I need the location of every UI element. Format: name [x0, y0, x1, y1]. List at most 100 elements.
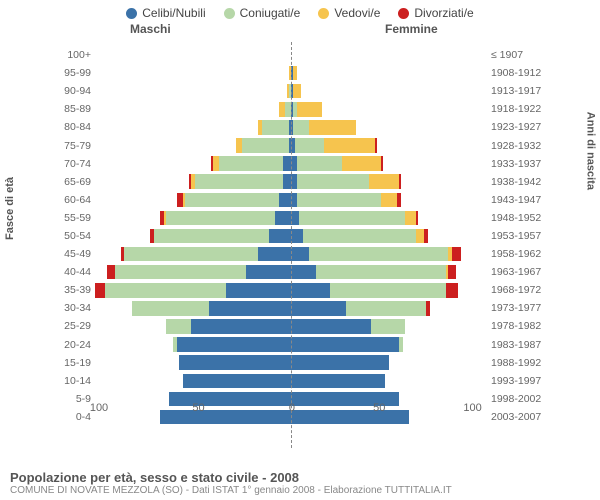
bar-segment — [324, 138, 375, 152]
bar-segment — [283, 174, 291, 188]
male-bar — [95, 82, 291, 100]
pyramid-row: 55-59 1948-1952 — [55, 209, 545, 227]
gender-headers: Maschi Femmine — [0, 22, 600, 40]
male-bar — [95, 317, 291, 335]
header-female: Femmine — [385, 22, 438, 36]
female-bar — [291, 299, 487, 317]
bar-segment — [291, 337, 399, 351]
bar-segment — [226, 283, 291, 297]
bar-segment — [452, 247, 462, 261]
y-right-title: Anni di nascita — [584, 112, 596, 190]
female-bar — [291, 209, 487, 227]
age-label: 25-29 — [55, 320, 95, 332]
bar-segment — [446, 283, 458, 297]
bar-segment — [297, 156, 342, 170]
bar-segment — [448, 265, 456, 279]
bar-segment — [124, 247, 257, 261]
birth-label: 1988-1992 — [487, 357, 545, 369]
birth-label: 1978-1982 — [487, 320, 545, 332]
pyramid-row: 20-241983-1987 — [55, 336, 545, 354]
plot-area: Fasce di età Anni di nascita 100+≤ 19079… — [0, 40, 600, 440]
bar-segment — [397, 193, 401, 207]
male-bar — [95, 227, 291, 245]
bar-segment — [262, 120, 289, 134]
bar-segment — [399, 337, 403, 351]
pyramid-row: 100+ ≤ 1907 — [55, 46, 545, 64]
bar-segment — [371, 319, 404, 333]
x-axis: 10050050100 — [99, 402, 491, 420]
population-pyramid: Celibi/NubiliConiugati/eVedovi/eDivorzia… — [0, 0, 600, 500]
age-label: 55-59 — [55, 212, 95, 224]
age-label: 40-44 — [55, 266, 95, 278]
bar-segment — [342, 156, 381, 170]
bar-segment — [269, 229, 291, 243]
bar-segment — [291, 301, 346, 315]
x-tick: 100 — [463, 402, 481, 420]
bar-segment — [242, 138, 289, 152]
bar-segment — [258, 247, 291, 261]
male-bar — [95, 191, 291, 209]
legend-swatch — [224, 8, 235, 19]
birth-label: 1993-1997 — [487, 375, 545, 387]
birth-label: ≤ 1907 — [487, 49, 545, 61]
pyramid-row: 25-29 1978-1982 — [55, 317, 545, 335]
age-label: 75-79 — [55, 140, 95, 152]
bar-segment — [293, 84, 301, 98]
female-bar — [291, 336, 487, 354]
male-bar — [95, 299, 291, 317]
age-label: 15-19 — [55, 357, 95, 369]
bar-segment — [291, 265, 316, 279]
birth-label: 1913-1917 — [487, 85, 545, 97]
bar-segment — [416, 211, 418, 225]
pyramid-row: 15-19 1988-1992 — [55, 354, 545, 372]
bar-segment — [316, 265, 445, 279]
x-tick: 50 — [192, 402, 204, 420]
bar-segment — [330, 283, 446, 297]
legend-item: Vedovi/e — [318, 6, 380, 20]
male-bar — [95, 100, 291, 118]
bar-segment — [166, 211, 276, 225]
header-male: Maschi — [130, 22, 171, 36]
birth-label: 1983-1987 — [487, 339, 545, 351]
female-bar — [291, 281, 487, 299]
bar-segment — [309, 120, 356, 134]
age-label: 65-69 — [55, 176, 95, 188]
pyramid-rows: 100+≤ 190795-991908-191290-941913-191785… — [55, 46, 545, 426]
birth-label: 1998-2002 — [487, 393, 545, 405]
birth-label: 1923-1927 — [487, 121, 545, 133]
male-bar — [95, 155, 291, 173]
female-bar — [291, 46, 487, 64]
bar-segment — [309, 247, 448, 261]
bar-segment — [424, 229, 428, 243]
age-label: 10-14 — [55, 375, 95, 387]
birth-label: 1948-1952 — [487, 212, 545, 224]
female-bar — [291, 191, 487, 209]
pyramid-row: 40-44 1963-1967 — [55, 263, 545, 281]
male-bar — [95, 372, 291, 390]
birth-label: 1943-1947 — [487, 194, 545, 206]
bar-segment — [154, 229, 270, 243]
bar-segment — [416, 229, 424, 243]
y-left-title: Fasce di età — [4, 177, 16, 240]
bar-segment — [291, 283, 330, 297]
age-label: 80-84 — [55, 121, 95, 133]
pyramid-row: 85-891918-1922 — [55, 100, 545, 118]
female-bar — [291, 354, 487, 372]
bar-segment — [185, 193, 279, 207]
legend-item: Divorziati/e — [398, 6, 473, 20]
legend-label: Divorziati/e — [414, 6, 473, 20]
bar-segment — [291, 374, 385, 388]
bar-segment — [295, 138, 324, 152]
legend: Celibi/NubiliConiugati/eVedovi/eDivorzia… — [0, 0, 600, 22]
bar-segment — [291, 229, 303, 243]
bar-segment — [279, 193, 291, 207]
bar-segment — [246, 265, 291, 279]
bar-segment — [105, 283, 226, 297]
male-bar — [95, 245, 291, 263]
bar-segment — [369, 174, 398, 188]
legend-label: Vedovi/e — [334, 6, 380, 20]
female-bar — [291, 317, 487, 335]
birth-label: 1963-1967 — [487, 266, 545, 278]
birth-label: 1973-1977 — [487, 302, 545, 314]
age-label: 100+ — [55, 49, 95, 61]
